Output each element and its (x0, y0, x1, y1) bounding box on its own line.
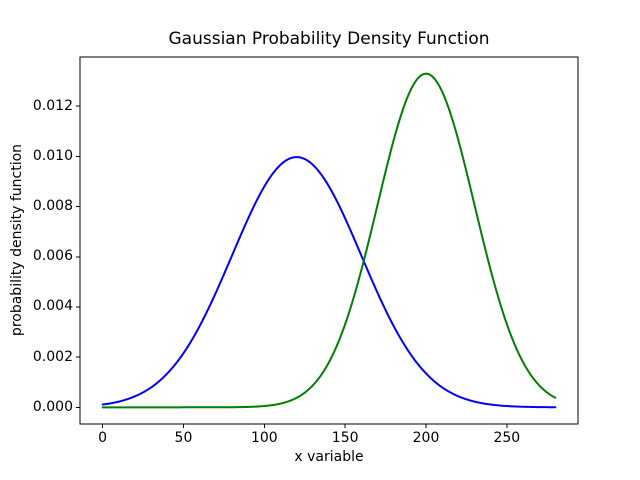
x-tick-label: 0 (98, 430, 108, 446)
x-tick-label: 250 (493, 430, 521, 446)
x-tick-label: 200 (412, 430, 440, 446)
x-axis-label: x variable (294, 449, 364, 465)
x-tick-label: 50 (174, 430, 193, 446)
y-tick-label: 0.002 (32, 348, 73, 365)
y-axis-label: probability density function (9, 143, 25, 337)
y-tick-label: 0.012 (32, 97, 73, 114)
axes-frame (79, 56, 579, 425)
y-tick-label: 0.000 (32, 398, 73, 415)
y-tick-label: 0.006 (32, 248, 73, 265)
x-tick-label: 100 (250, 430, 278, 446)
y-tick-label: 0.008 (32, 198, 73, 215)
curve-green-gaussian (101, 72, 557, 409)
x-tick-label: 150 (331, 430, 359, 446)
curve-blue-gaussian (101, 156, 557, 409)
y-tick-label: 0.004 (32, 298, 73, 315)
y-tick-label: 0.010 (32, 147, 73, 164)
chart-title: Gaussian Probability Density Function (168, 29, 490, 49)
